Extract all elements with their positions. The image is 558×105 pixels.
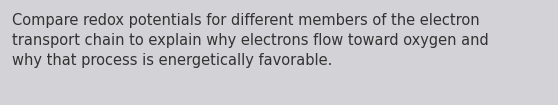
Text: Compare redox potentials for different members of the electron
transport chain t: Compare redox potentials for different m… [12,13,489,68]
